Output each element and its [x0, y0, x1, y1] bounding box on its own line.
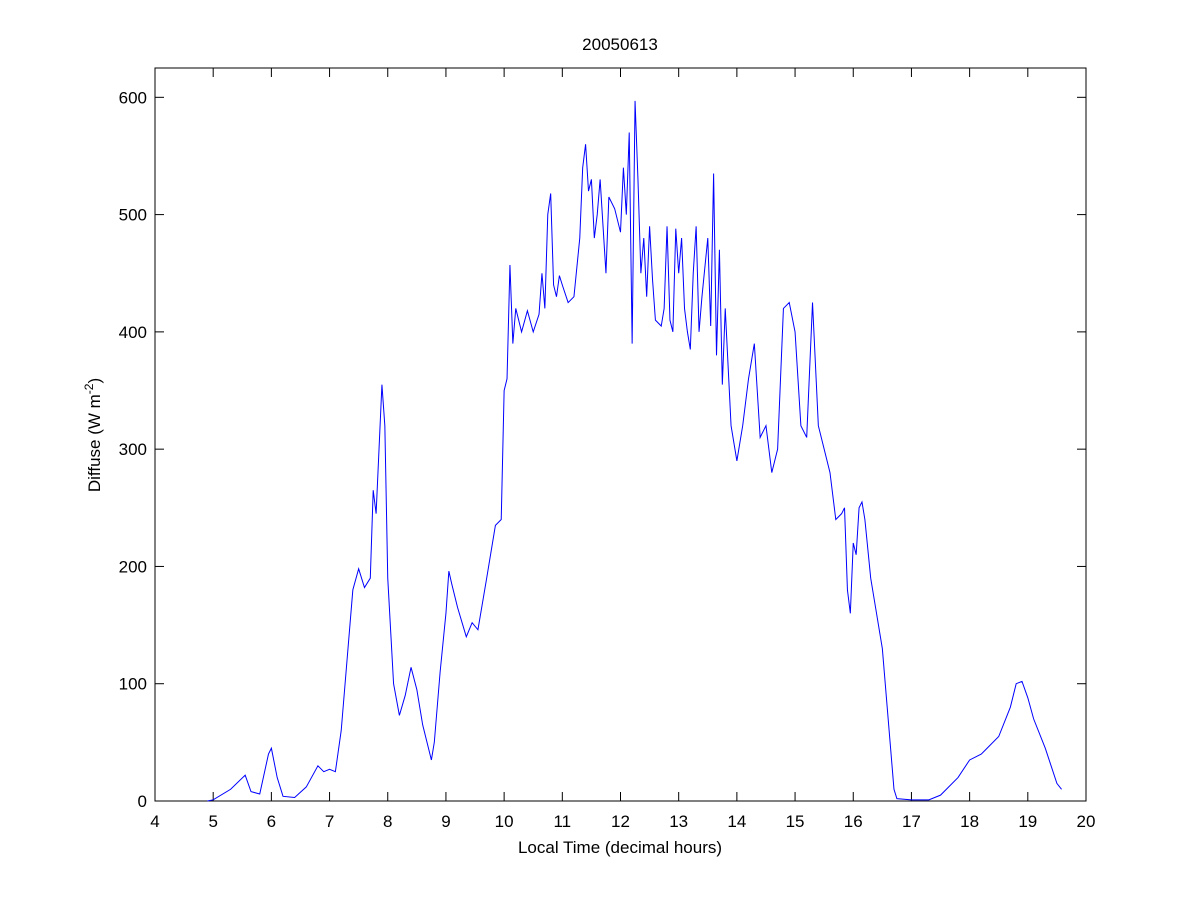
- x-tick-label: 7: [325, 812, 334, 831]
- chart-title: 20050613: [582, 35, 658, 54]
- x-tick-label: 20: [1077, 812, 1096, 831]
- y-tick-label: 600: [119, 88, 147, 107]
- x-tick-label: 10: [495, 812, 514, 831]
- x-tick-label: 13: [669, 812, 688, 831]
- x-tick-label: 19: [1018, 812, 1037, 831]
- y-label-sup: -2: [82, 383, 96, 394]
- x-tick-label: 9: [441, 812, 450, 831]
- x-tick-label: 16: [844, 812, 863, 831]
- x-tick-label: 8: [383, 812, 392, 831]
- y-tick-label: 500: [119, 206, 147, 225]
- x-tick-label: 5: [208, 812, 217, 831]
- y-tick-label: 200: [119, 557, 147, 576]
- y-label-main: Diffuse (W m: [85, 394, 104, 492]
- data-line: [207, 100, 1062, 802]
- x-tick-label: 11: [553, 812, 571, 831]
- y-tick-label: 300: [119, 440, 147, 459]
- y-label-end: ): [85, 378, 104, 384]
- x-tick-label: 4: [150, 812, 159, 831]
- x-tick-label: 18: [960, 812, 979, 831]
- x-tick-label: 14: [727, 812, 746, 831]
- x-tick-label: 17: [902, 812, 921, 831]
- y-tick-label: 400: [119, 323, 147, 342]
- x-tick-label: 6: [267, 812, 276, 831]
- x-tick-label: 12: [611, 812, 630, 831]
- x-axis-label: Local Time (decimal hours): [518, 838, 722, 857]
- y-tick-label: 0: [138, 792, 147, 811]
- x-tick-label: 15: [786, 812, 805, 831]
- y-axis-label: Diffuse (W m-2): [82, 378, 104, 492]
- y-tick-label: 100: [119, 675, 147, 694]
